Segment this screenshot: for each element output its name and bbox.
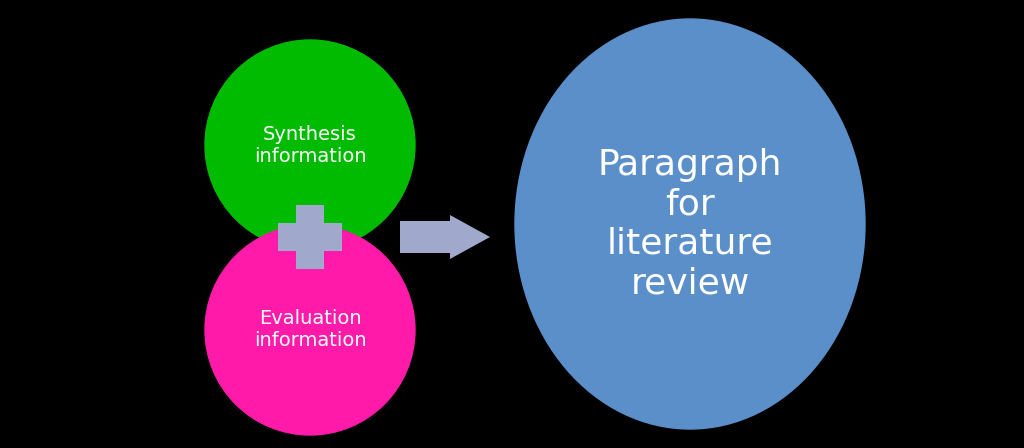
Text: Evaluation
information: Evaluation information [254, 310, 367, 350]
Bar [296, 205, 324, 269]
Bar [400, 221, 450, 253]
Text: Synthesis
information: Synthesis information [254, 125, 367, 165]
Bar [278, 223, 342, 251]
Ellipse shape [205, 40, 415, 250]
Text: Paragraph
for
literature
review: Paragraph for literature review [598, 148, 782, 300]
Ellipse shape [515, 19, 865, 429]
Polygon shape [450, 215, 490, 259]
Ellipse shape [205, 225, 415, 435]
